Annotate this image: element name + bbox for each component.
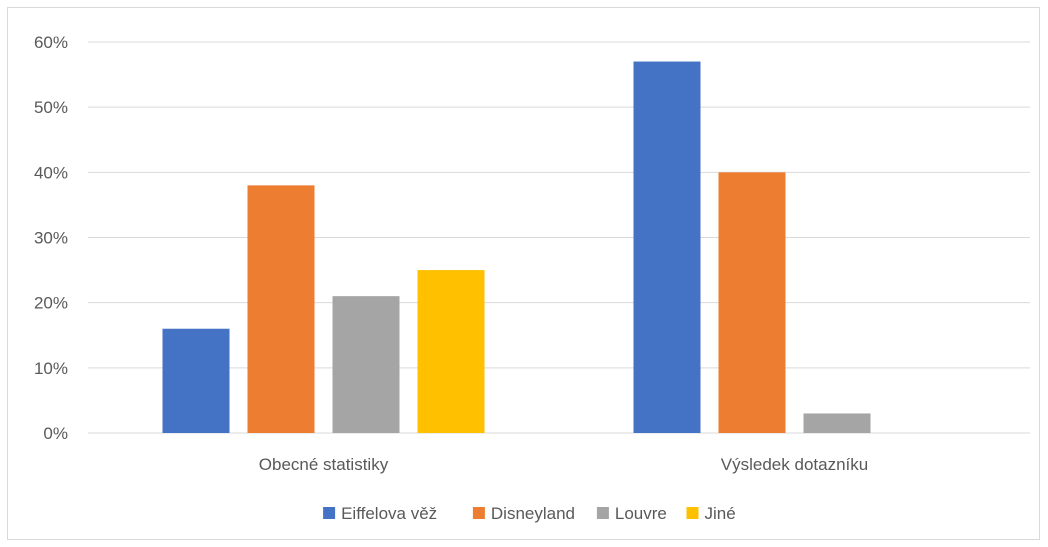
y-tick-label: 10% [34,359,68,378]
bar-louvre [332,296,400,433]
legend-label: Jiné [705,504,736,523]
legend-label: Eiffelova věž [341,504,437,523]
bar-disneyland [718,172,786,434]
y-tick-label: 60% [34,33,68,52]
y-tick-label: 50% [34,98,68,117]
legend-swatch [686,507,699,519]
bar-jin- [417,270,485,433]
legend-label: Disneyland [491,504,575,523]
chart-frame [7,7,1040,540]
bar-disneyland [247,185,315,433]
bar-louvre [803,413,871,433]
y-tick-label: 0% [43,424,68,443]
y-tick-label: 20% [34,294,68,313]
legend-swatch [596,507,609,519]
bar-eiffelova-v- [633,61,701,434]
legend-swatch [323,507,336,519]
y-tick-label: 30% [34,229,68,248]
legend-swatch [472,507,485,519]
bar-eiffelova-v- [162,328,230,433]
category-label: Výsledek dotazníku [721,455,868,474]
legend-label: Louvre [615,504,667,523]
y-tick-label: 40% [34,163,68,182]
category-label: Obecné statistiky [259,455,389,474]
